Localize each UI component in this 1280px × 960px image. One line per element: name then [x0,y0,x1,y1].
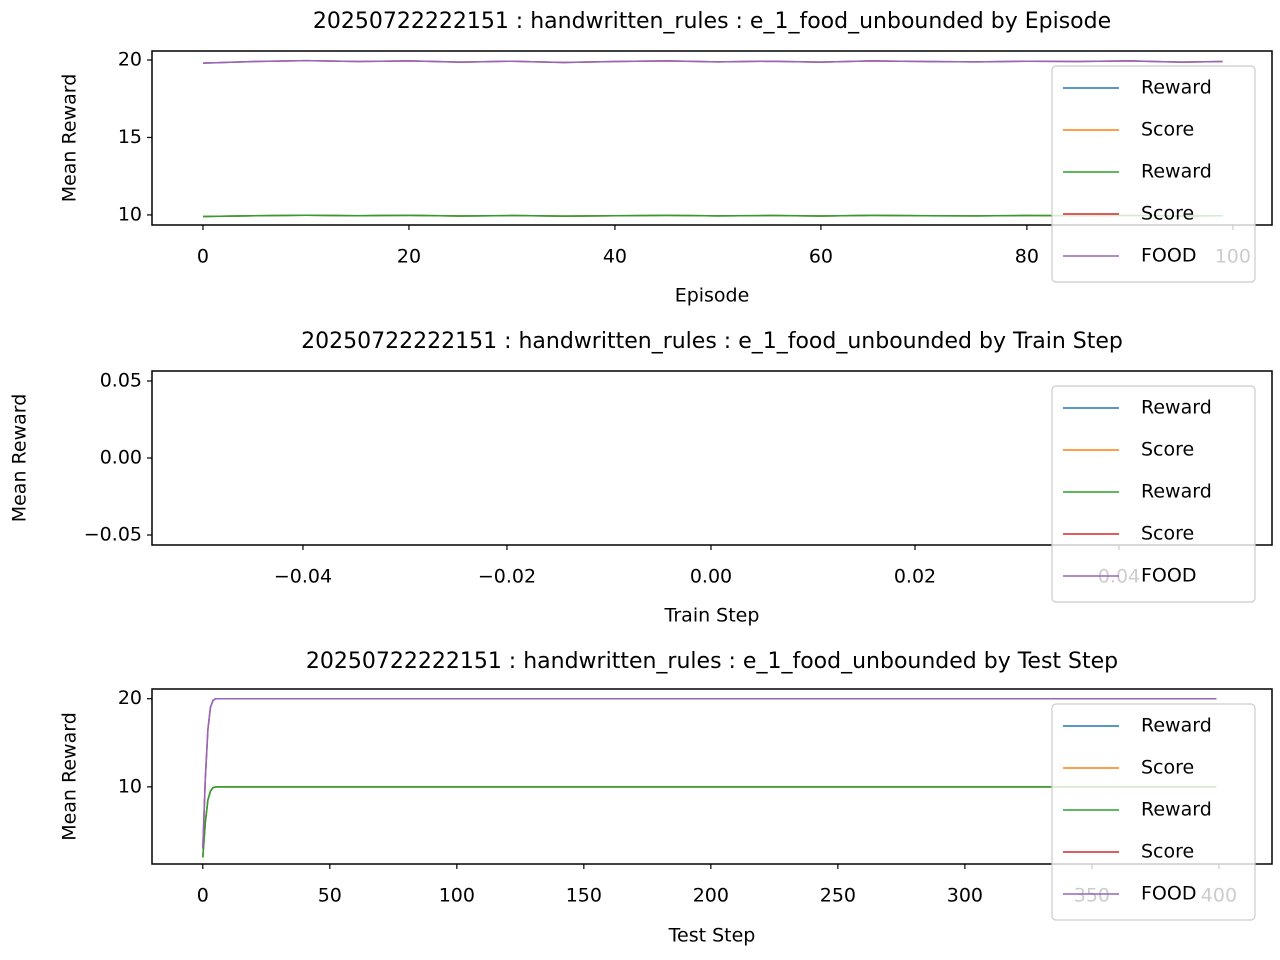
y-tick-label: −0.05 [84,523,142,545]
chart-title: 20250722222151 : handwritten_rules : e_1… [306,649,1118,674]
legend-label: Score [1141,203,1194,225]
legend-label: Score [1141,841,1194,863]
legend-label: Score [1141,523,1194,545]
legend-label: Reward [1141,397,1212,419]
y-tick-label: 0.05 [100,370,142,392]
y-axis-label: Mean Reward [59,74,81,203]
x-axis-label: Episode [675,285,750,307]
series-line [202,697,1217,849]
plot-frame [151,50,1273,226]
legend-label: Reward [1141,77,1212,99]
x-tick-label: 20 [397,246,421,268]
legend-box [1051,65,1256,283]
legend-label: Score [1141,757,1194,779]
x-tick-label: 150 [566,885,602,907]
x-tick-label: 300 [947,885,983,907]
legend-label: Score [1141,439,1194,461]
legend-label: Reward [1141,481,1212,503]
x-tick-label: 60 [809,246,833,268]
x-tick-label: 50 [318,885,342,907]
y-tick-label: 10 [118,203,142,225]
x-tick-label: 80 [1015,246,1039,268]
legend-label: FOOD [1141,565,1196,587]
x-tick-label: 200 [693,885,729,907]
plot-frame [151,688,1273,865]
y-tick-label: 10 [118,775,142,797]
x-tick-label: 0 [197,246,209,268]
y-tick-label: 15 [118,126,142,148]
y-tick-label: 0.00 [100,447,142,469]
x-tick-label: −0.04 [274,566,332,588]
series-line [202,786,1217,858]
x-axis-label: Test Step [668,925,756,947]
legend-label: Score [1141,119,1194,141]
legend-label: FOOD [1141,883,1196,905]
y-axis-label: Mean Reward [9,394,31,523]
series-line [202,59,1223,64]
plot-frame [151,370,1273,546]
x-tick-label: 0 [197,885,209,907]
legend-box [1051,703,1256,921]
legend-label: Reward [1141,715,1212,737]
x-axis-label: Train Step [664,605,760,627]
x-tick-label: −0.02 [478,566,536,588]
x-tick-label: 250 [820,885,856,907]
x-tick-label: 0.02 [894,566,936,588]
x-tick-label: 0.00 [690,566,732,588]
legend-label: Reward [1141,799,1212,821]
y-tick-label: 20 [118,48,142,70]
y-axis-label: Mean Reward [59,712,81,841]
y-tick-label: 20 [118,687,142,709]
x-tick-label: 40 [603,246,627,268]
chart-title: 20250722222151 : handwritten_rules : e_1… [301,329,1123,354]
legend-label: FOOD [1141,245,1196,267]
chart-title: 20250722222151 : handwritten_rules : e_1… [313,9,1111,34]
x-tick-label: 100 [439,885,475,907]
legend-label: Reward [1141,161,1212,183]
legend-box [1051,385,1256,603]
